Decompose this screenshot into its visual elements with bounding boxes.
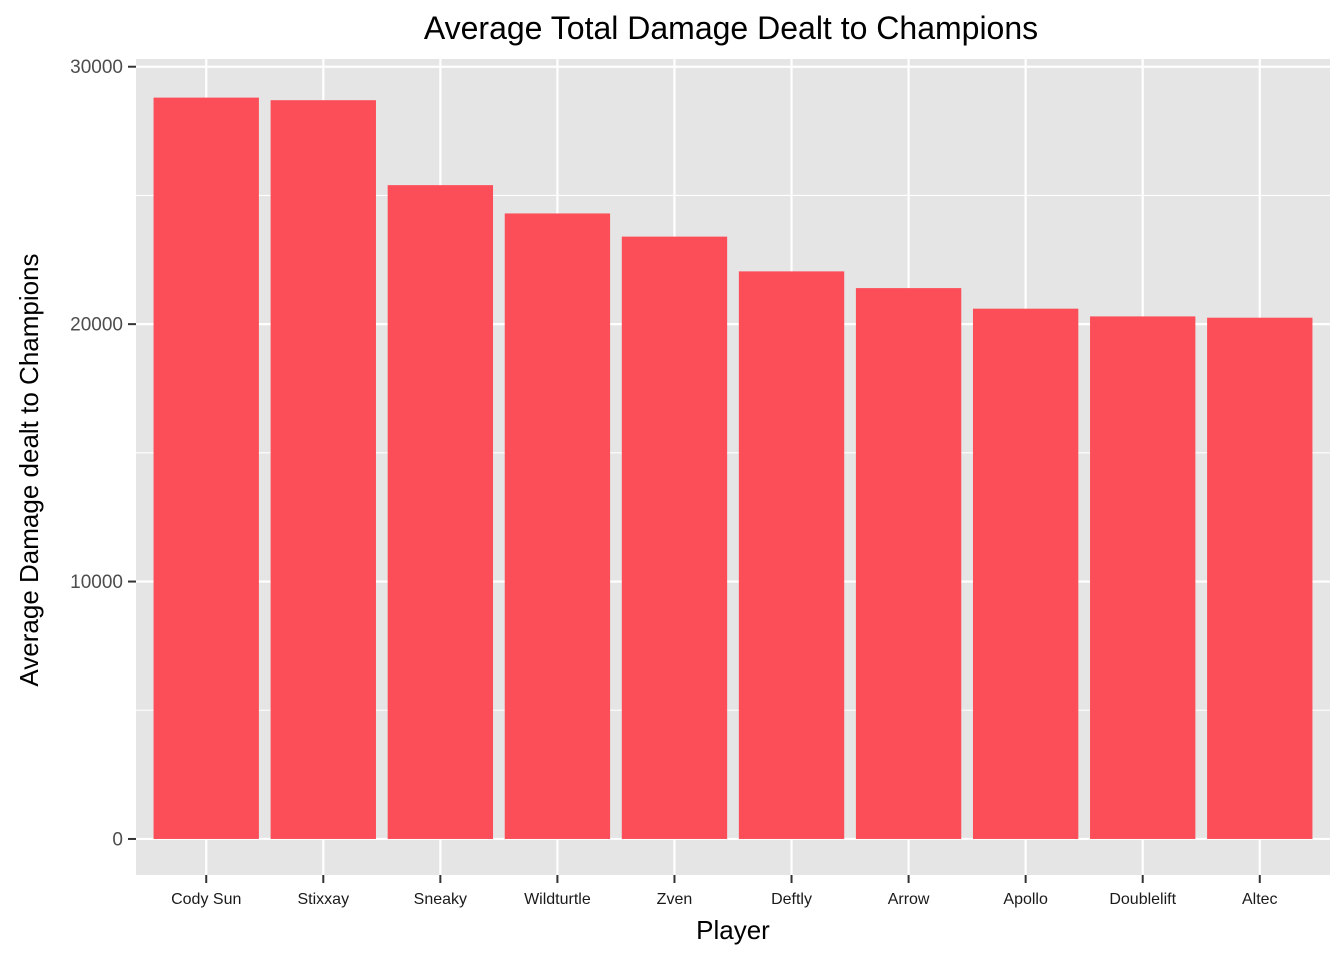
bar	[972, 308, 1079, 839]
bar	[153, 97, 259, 839]
x-tick-label: Deftly	[771, 891, 812, 908]
x-tick-label: Doublelift	[1109, 891, 1176, 908]
y-tick-label: 20000	[70, 315, 123, 336]
x-tick-label: Zven	[657, 891, 693, 908]
x-axis-title: Player	[696, 915, 770, 945]
y-axis: 0 10000 20000 30000	[70, 57, 136, 850]
x-tick-label: Sneaky	[414, 891, 467, 908]
x-tick-label: Wildturtle	[524, 891, 591, 908]
bar	[621, 236, 728, 839]
bar	[504, 213, 611, 839]
y-tick-label: 0	[112, 829, 123, 850]
bar	[270, 100, 376, 839]
x-tick-label: Altec	[1242, 891, 1278, 908]
bar	[1090, 316, 1196, 839]
x-tick-label: Cody Sun	[171, 891, 241, 908]
x-axis: Cody Sun Stixxay Sneaky Wildturtle Zven Deftl…	[171, 875, 1278, 908]
bar	[387, 185, 494, 839]
x-tick-label: Apollo	[1003, 891, 1048, 908]
bar	[738, 271, 845, 839]
y-axis-title: Average Damage dealt to Champions	[14, 253, 44, 686]
bars-group	[153, 97, 1313, 839]
y-tick-label: 10000	[70, 572, 123, 593]
chart-title: Average Total Damage Dealt to Champions	[424, 10, 1038, 46]
bar	[855, 288, 962, 839]
x-tick-label: Stixxay	[298, 891, 350, 908]
bar	[1207, 317, 1313, 839]
y-tick-label: 30000	[70, 57, 123, 78]
x-tick-label: Arrow	[888, 891, 930, 908]
